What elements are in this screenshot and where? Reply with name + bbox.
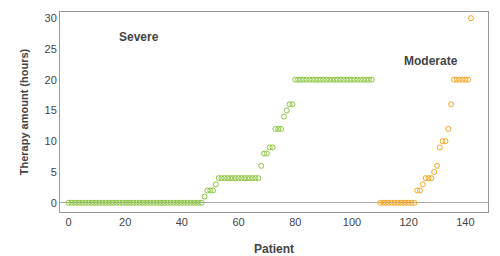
svg-text:140: 140 <box>456 216 474 228</box>
svg-text:0: 0 <box>65 216 71 228</box>
svg-text:30: 30 <box>45 12 57 24</box>
svg-text:10: 10 <box>45 135 57 147</box>
svg-text:Therapy amount (hours): Therapy amount (hours) <box>18 48 30 175</box>
svg-text:0: 0 <box>51 197 57 209</box>
svg-text:20: 20 <box>119 216 131 228</box>
svg-text:Patient: Patient <box>254 242 294 256</box>
svg-text:Severe: Severe <box>119 30 159 44</box>
svg-text:80: 80 <box>289 216 301 228</box>
svg-text:100: 100 <box>343 216 361 228</box>
svg-text:40: 40 <box>176 216 188 228</box>
svg-text:25: 25 <box>45 43 57 55</box>
svg-text:60: 60 <box>232 216 244 228</box>
svg-text:20: 20 <box>45 74 57 86</box>
svg-text:Moderate: Moderate <box>404 54 458 68</box>
svg-text:15: 15 <box>45 104 57 116</box>
svg-text:5: 5 <box>51 166 57 178</box>
svg-text:120: 120 <box>399 216 417 228</box>
